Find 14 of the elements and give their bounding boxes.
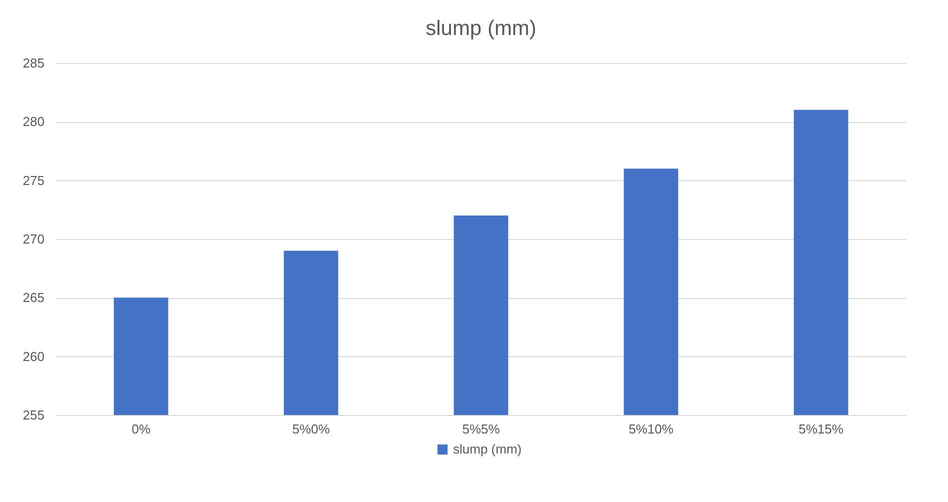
x-tick-label: 5%15% xyxy=(798,422,844,436)
y-tick-label: 270 xyxy=(22,232,44,246)
chart-title: slump (mm) xyxy=(426,17,536,40)
y-tick-label: 255 xyxy=(22,408,44,422)
y-tick-label: 260 xyxy=(22,348,44,364)
x-tick-label: 5%5% xyxy=(462,422,500,436)
x-tick-label: 5%0% xyxy=(292,422,330,436)
y-tick-label: 285 xyxy=(22,56,44,70)
y-tick-label: 275 xyxy=(22,172,44,188)
legend-label: slump (mm) xyxy=(453,442,522,456)
y-tick-label: 265 xyxy=(22,290,44,306)
x-tick-label: 5%10% xyxy=(628,422,674,436)
y-tick-label: 280 xyxy=(22,114,44,130)
x-tick-label: 0% xyxy=(132,422,151,436)
